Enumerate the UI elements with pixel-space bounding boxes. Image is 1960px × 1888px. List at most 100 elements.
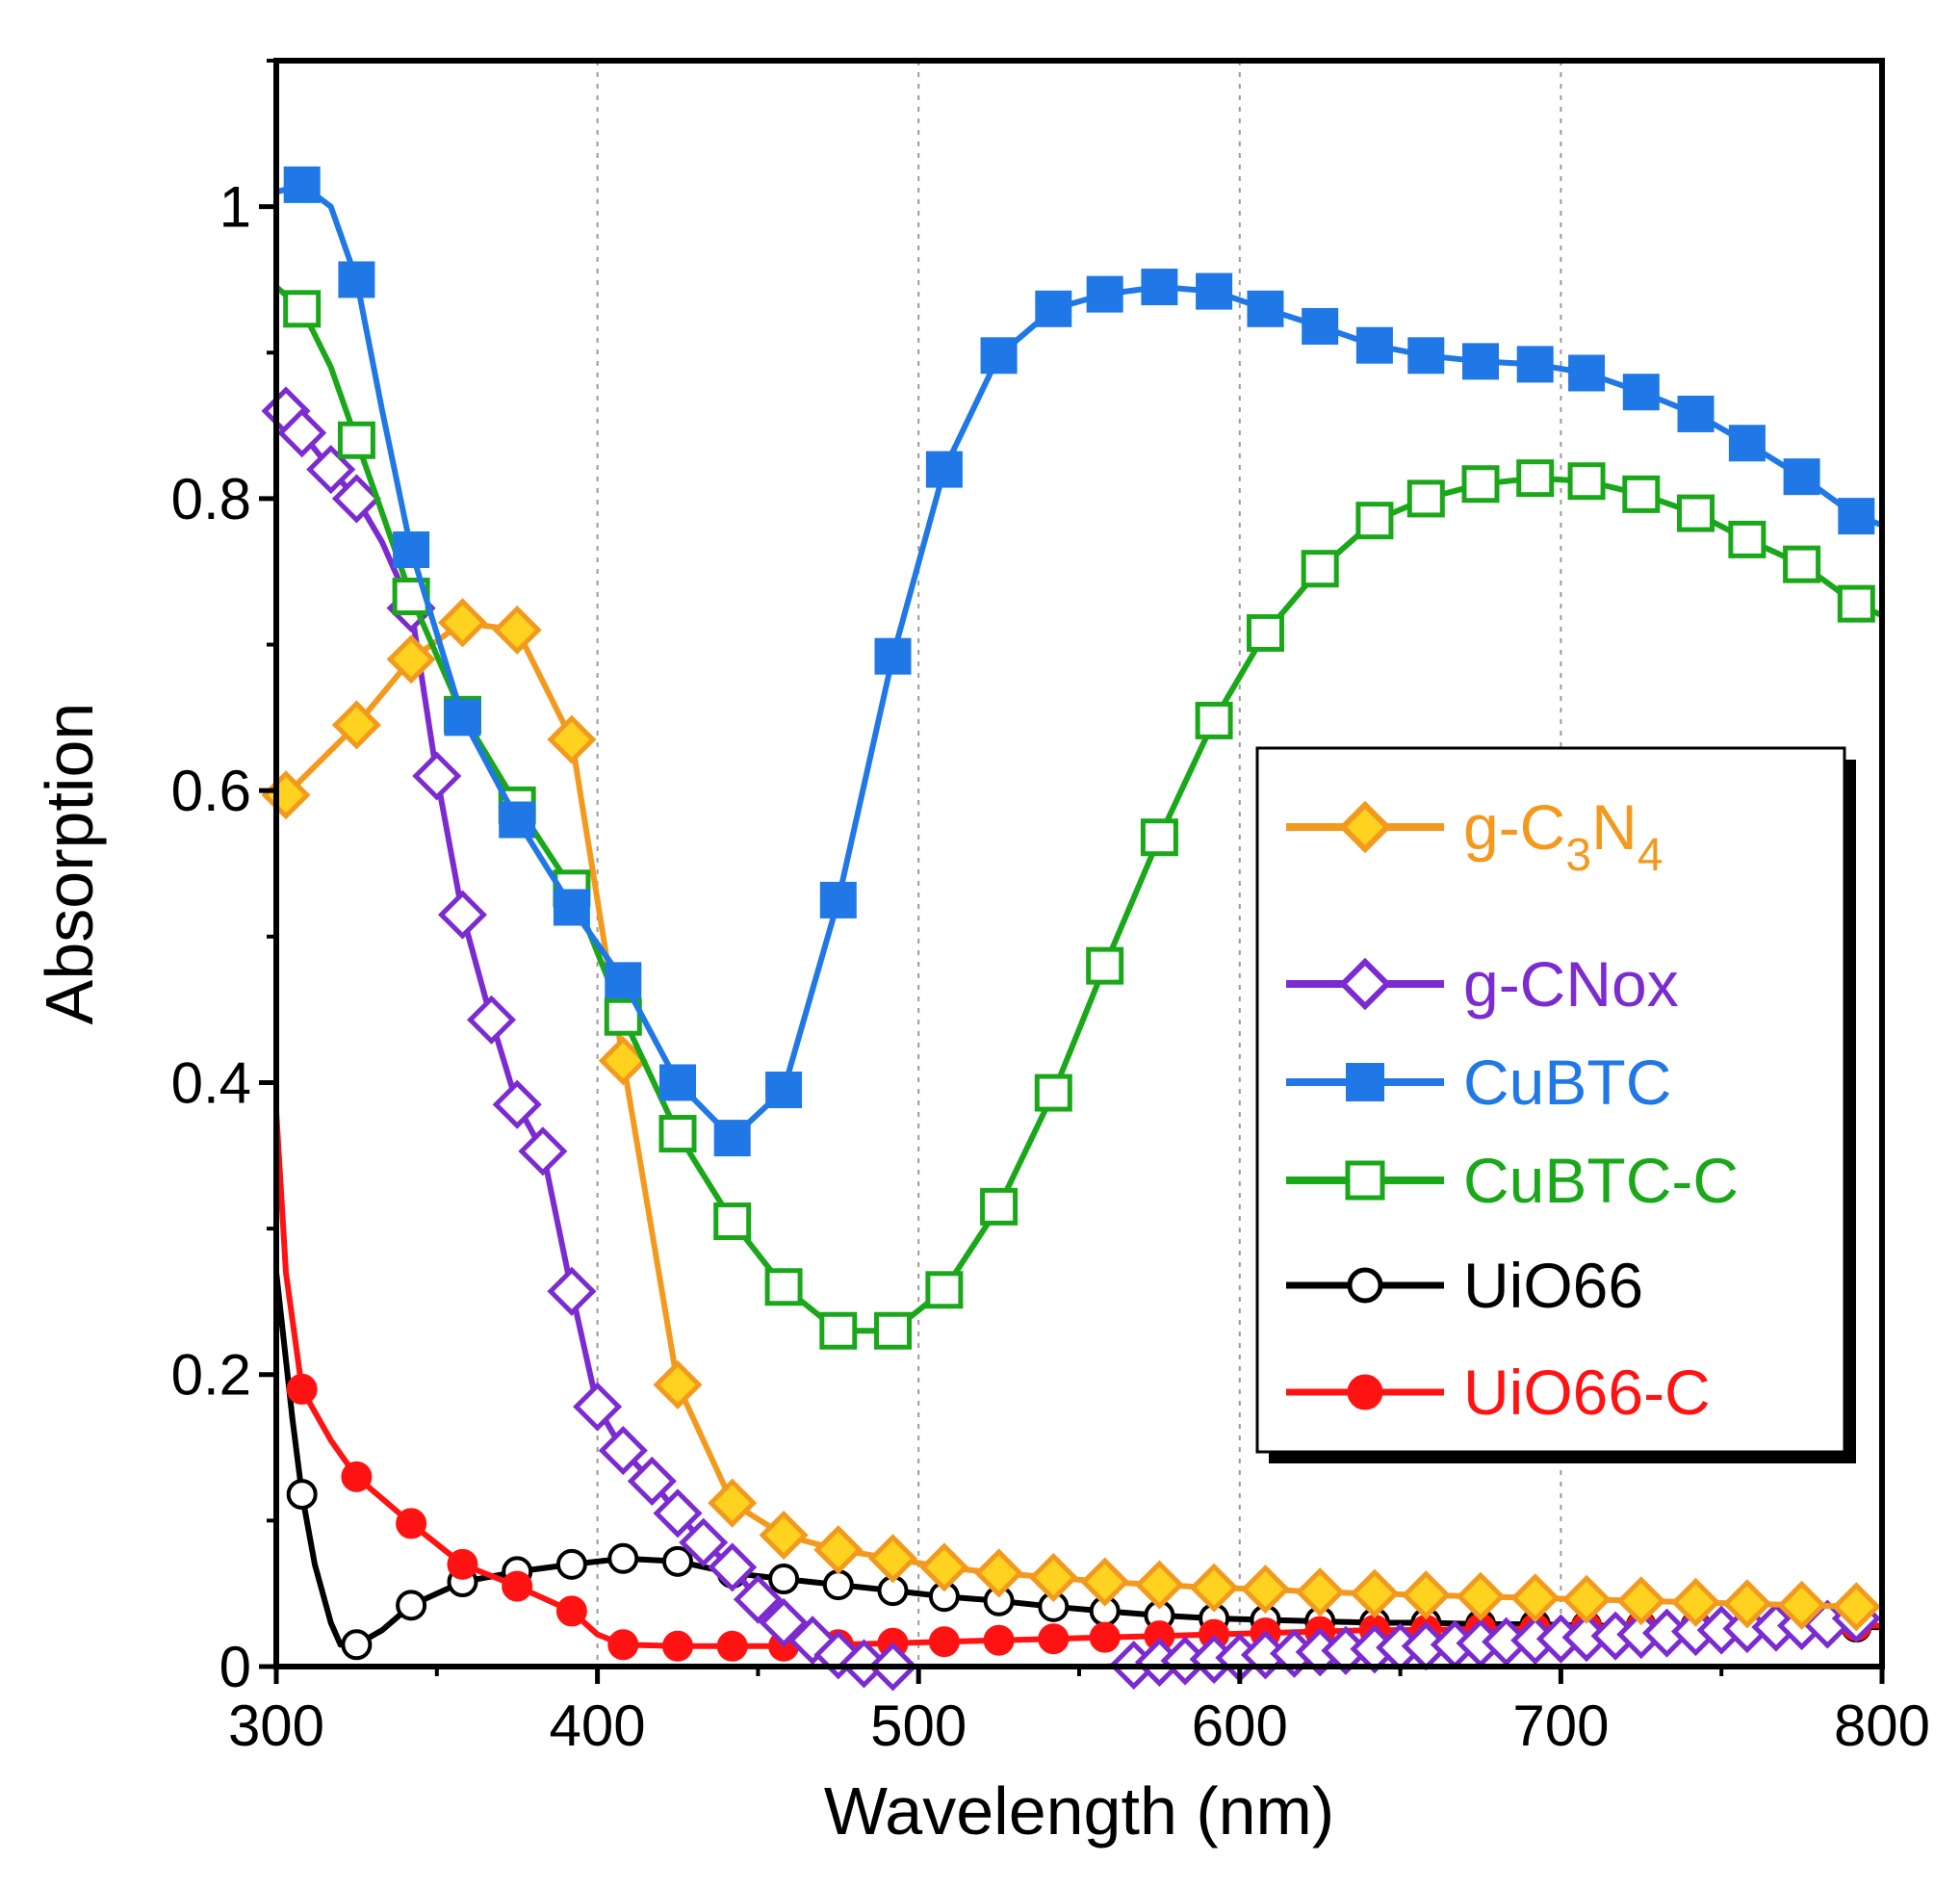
data-point-g-cnox bbox=[277, 408, 327, 458]
data-point-cubtc-c bbox=[1516, 459, 1555, 498]
data-point-g-cnox bbox=[708, 1542, 758, 1592]
legend-label-g-cnox: g-CNox bbox=[1463, 948, 1679, 1020]
y-axis-title: Absorption bbox=[32, 703, 107, 1025]
data-point-cubtc bbox=[1247, 290, 1284, 327]
grid-lines bbox=[596, 61, 1562, 1667]
y-tick-label: 1 bbox=[219, 175, 251, 240]
data-point-cubtc bbox=[1622, 374, 1660, 411]
data-point-cubtc bbox=[553, 889, 590, 926]
x-tick-label: 600 bbox=[1192, 1694, 1288, 1758]
data-point-uio66-c bbox=[286, 1373, 318, 1405]
data-point-cubtc-c bbox=[1355, 502, 1394, 540]
data-point-g-c3n4 bbox=[759, 1510, 809, 1561]
legend-diamond-open-icon bbox=[1338, 957, 1392, 1011]
legend: g-C3N4 g-CNox CuBTC CuBTC-C UiO66 UiO66-… bbox=[1255, 746, 1856, 1463]
data-point-uio66 bbox=[822, 1569, 854, 1601]
data-point-g-cnox bbox=[547, 1266, 597, 1316]
data-point-uio66 bbox=[341, 1629, 373, 1661]
data-point-uio66-c bbox=[662, 1630, 693, 1662]
data-point-uio66-c bbox=[607, 1629, 639, 1661]
data-point-uio66 bbox=[662, 1545, 693, 1577]
data-point-g-cnox bbox=[573, 1382, 623, 1432]
data-point-g-c3n4 bbox=[1350, 1568, 1400, 1618]
data-point-uio66-c bbox=[928, 1626, 960, 1658]
data-point-cubtc-c bbox=[1728, 520, 1767, 558]
legend-label-g-c3n4-main: g-C bbox=[1463, 791, 1565, 863]
legend-diamond-filled-icon bbox=[1338, 800, 1392, 854]
data-point-cubtc bbox=[1516, 346, 1554, 383]
data-point-g-c3n4 bbox=[1401, 1570, 1451, 1620]
data-point-uio66 bbox=[768, 1564, 800, 1595]
data-point-cubtc bbox=[1035, 290, 1072, 327]
legend-label-g-c3n4-sub2: 4 bbox=[1638, 830, 1663, 881]
legend-circle-filled-icon bbox=[1347, 1374, 1383, 1410]
data-point-cubtc-c bbox=[1034, 1073, 1072, 1112]
data-point-g-c3n4 bbox=[1080, 1557, 1130, 1607]
data-point-g-c3n4 bbox=[708, 1478, 758, 1528]
data-point-cubtc bbox=[659, 1064, 696, 1101]
legend-item-cubtc-c: CuBTC-C bbox=[1286, 1145, 1739, 1216]
data-point-uio66 bbox=[607, 1542, 639, 1574]
data-point-g-cnox bbox=[518, 1126, 568, 1177]
x-tick-label: 300 bbox=[228, 1694, 324, 1758]
data-point-cubtc bbox=[1141, 269, 1178, 306]
x-axis-title: Wavelength (nm) bbox=[824, 1773, 1334, 1849]
data-point-cubtc-c bbox=[874, 1311, 913, 1350]
legend-item-uio66: UiO66 bbox=[1286, 1250, 1643, 1321]
data-point-cubtc bbox=[1568, 354, 1606, 392]
y-tick-label: 0.4 bbox=[171, 1050, 251, 1115]
data-point-uio66 bbox=[286, 1479, 318, 1511]
data-point-cubtc bbox=[925, 451, 963, 488]
data-point-cubtc bbox=[874, 637, 912, 675]
data-point-g-c3n4 bbox=[492, 605, 542, 655]
series-line-cubtc bbox=[273, 181, 1885, 1142]
series-cubtc bbox=[273, 166, 1885, 1157]
data-point-cubtc-c bbox=[1086, 946, 1124, 985]
data-point-g-cnox bbox=[466, 995, 517, 1045]
data-point-g-c3n4 bbox=[1134, 1560, 1184, 1610]
series-cubtc-c bbox=[273, 284, 1885, 1350]
data-point-cubtc bbox=[444, 699, 481, 737]
data-point-cubtc bbox=[393, 530, 430, 568]
x-tick-label: 500 bbox=[870, 1694, 967, 1758]
data-point-cubtc-c bbox=[819, 1311, 858, 1350]
data-point-g-c3n4 bbox=[974, 1548, 1024, 1598]
y-tick-label: 0.2 bbox=[171, 1343, 251, 1408]
data-point-g-c3n4 bbox=[867, 1534, 918, 1584]
data-point-cubtc bbox=[765, 1072, 803, 1109]
legend-item-g-cnox: g-CNox bbox=[1286, 948, 1679, 1020]
data-point-cubtc bbox=[499, 801, 536, 839]
data-point-cubtc-c bbox=[1837, 584, 1875, 623]
data-point-uio66-c bbox=[447, 1548, 478, 1580]
data-point-cubtc-c bbox=[925, 1271, 964, 1309]
x-axis-ticks: 300 400 500 600 700 800 bbox=[228, 1667, 1930, 1758]
data-point-cubtc bbox=[338, 261, 375, 298]
data-point-g-cnox bbox=[653, 1488, 703, 1539]
y-axis-ticks: 0 0.2 0.4 0.6 0.8 1 bbox=[171, 59, 276, 1699]
data-point-g-c3n4 bbox=[1028, 1552, 1078, 1603]
data-point-cubtc bbox=[1196, 272, 1233, 310]
data-point-cubtc-c bbox=[1622, 475, 1661, 513]
data-point-cubtc bbox=[1783, 458, 1820, 496]
data-point-g-cnox bbox=[598, 1426, 648, 1476]
data-point-cubtc bbox=[819, 881, 857, 918]
data-point-cubtc-c bbox=[1246, 613, 1284, 652]
data-point-g-c3n4 bbox=[1670, 1577, 1721, 1627]
data-point-uio66-c bbox=[983, 1624, 1015, 1656]
data-point-g-cnox bbox=[679, 1517, 729, 1567]
legend-label-uio66-c: UiO66-C bbox=[1463, 1357, 1711, 1428]
legend-label-g-c3n4-sub1: 3 bbox=[1565, 830, 1591, 881]
y-tick-label: 0.8 bbox=[171, 467, 251, 531]
series-g-c3n4 bbox=[261, 598, 1881, 1632]
data-point-uio66 bbox=[396, 1590, 427, 1621]
data-point-cubtc bbox=[1838, 498, 1875, 535]
data-point-uio66-c bbox=[341, 1461, 373, 1492]
data-point-g-cnox bbox=[733, 1574, 783, 1624]
legend-label-g-c3n4-mid: N bbox=[1591, 791, 1638, 863]
data-point-cubtc-c bbox=[1140, 818, 1178, 857]
data-point-g-c3n4 bbox=[386, 634, 436, 685]
data-point-cubtc bbox=[1302, 307, 1339, 345]
data-point-cubtc-c bbox=[764, 1268, 803, 1306]
y-tick-label: 0 bbox=[219, 1635, 251, 1699]
